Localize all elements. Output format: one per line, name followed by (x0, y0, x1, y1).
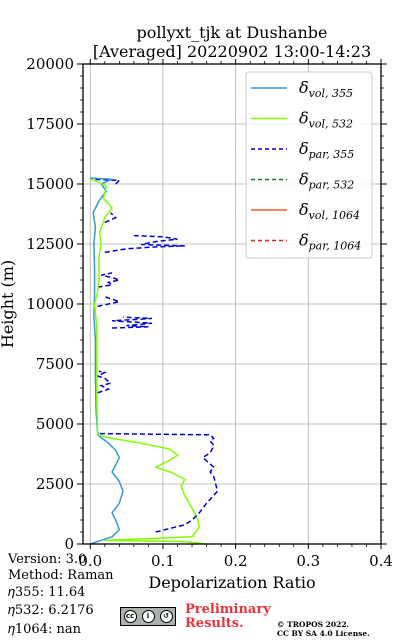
eta1064-text: 𝜂1064: nan (8, 622, 81, 637)
x-tick-label: 0.2 (224, 552, 248, 570)
legend-label: δpar, 1064 (299, 231, 361, 253)
legend-label: δvol, 355 (299, 78, 353, 100)
series-line-2 (97, 432, 219, 533)
eta355-text: 𝜂355: 11.64 (8, 585, 86, 600)
y-tick-label: 20000 (26, 55, 74, 73)
legend-label: δvol, 1064 (299, 200, 360, 222)
legend-label: δpar, 532 (299, 170, 354, 192)
eta532-text: 𝜂532: 6.2176 (8, 603, 94, 618)
legend-label: δvol, 532 (299, 109, 353, 131)
series-line-1 (90, 178, 207, 545)
series-line-par355-segment (104, 234, 185, 254)
x-tick-label: 0.0 (78, 552, 102, 570)
legend-label: δpar, 355 (299, 139, 354, 161)
y-tick-label: 7500 (36, 355, 74, 373)
x-tick-label: 0.4 (369, 552, 393, 570)
y-tick-label: 5000 (36, 415, 74, 433)
y-tick-label: 10000 (26, 295, 74, 313)
preliminary-line-1: Preliminary (185, 602, 271, 617)
series-line-0 (90, 177, 124, 545)
cc-license-badge: cc i ↺ (120, 607, 176, 626)
preliminary-notice: Preliminary Results. (185, 603, 271, 631)
y-tick-label: 12500 (26, 235, 74, 253)
series-line-par355-segment (95, 370, 113, 394)
chart-title-line-1: pollyxt_tjk at Dushanbe (136, 23, 327, 42)
x-tick-label: 0.3 (296, 552, 320, 570)
by-icon: i (141, 610, 155, 623)
x-tick-label: 0.1 (151, 552, 175, 570)
y-axis-label: Height (m) (0, 260, 17, 348)
series-line-par355-segment (90, 178, 122, 185)
preliminary-line-2: Results. (185, 616, 244, 631)
series-layer (90, 177, 219, 545)
version-text: Version: 3.0 (8, 552, 87, 567)
license-line-1: © TROPOS 2022. (277, 620, 350, 629)
method-text: Method: Raman (8, 568, 114, 583)
series-line-par355-segment (97, 296, 123, 308)
series-line-par355-segment (112, 316, 153, 329)
chart-title-line-2: [Averaged] 20220902 13:00-14:23 (93, 42, 371, 61)
y-tick-label: 17500 (26, 115, 74, 133)
series-line-par355-segment (97, 272, 123, 288)
legend: δvol, 355 δvol, 532 δpar, 355 δpar, 532 δvol… (245, 71, 373, 259)
cc-icon: cc (123, 610, 137, 623)
sa-icon: ↺ (159, 610, 173, 623)
y-tick-label: 15000 (26, 175, 74, 193)
y-tick-label: 2500 (36, 475, 74, 493)
y-tick-label: 0 (64, 535, 74, 553)
license-notice: © TROPOS 2022. CC BY SA 4.0 License. (277, 620, 370, 638)
license-line-2: CC BY SA 4.0 License. (277, 629, 370, 638)
series-line-par355-segment (104, 212, 118, 224)
axis-ticks: 0.0 0.1 0.2 0.3 0.4 0 2500 5000 7500 10000 12500 15… (26, 55, 393, 570)
x-axis-label: Depolarization Ratio (148, 573, 315, 592)
